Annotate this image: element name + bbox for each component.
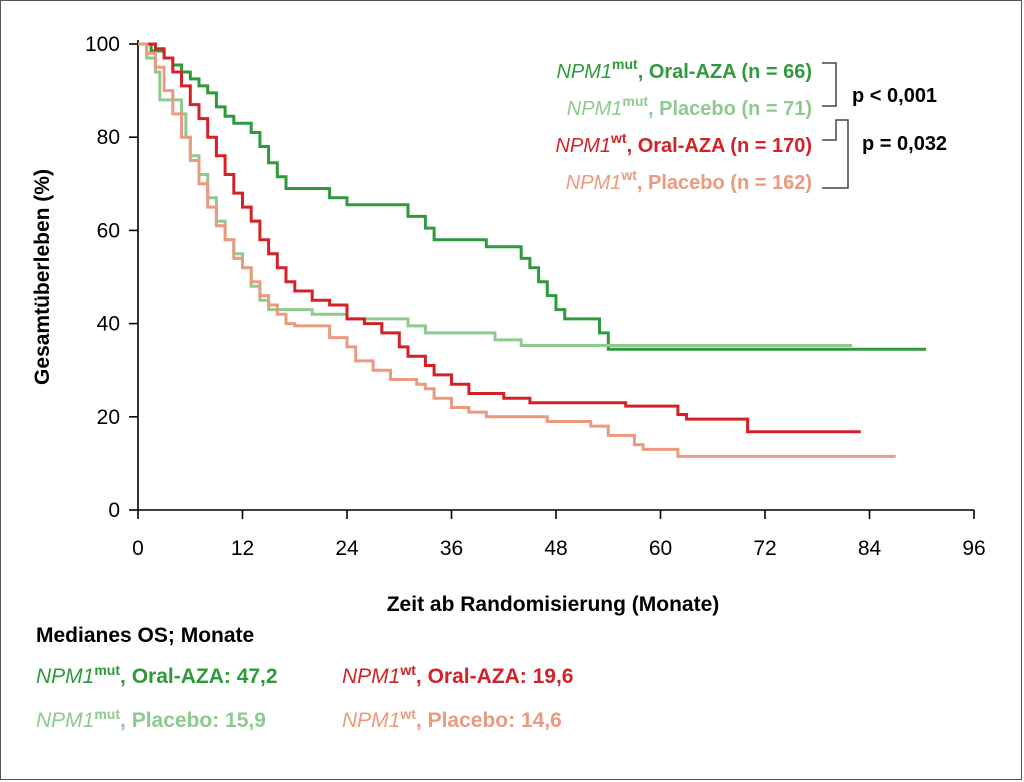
x-tick-label: 60 [649,537,672,560]
survival-curve [138,42,927,351]
legend-entry: NPM1wt, Oral-AZA (n = 170) [555,130,812,157]
legend-entry: NPM1wt, Placebo (n = 162) [566,167,812,194]
x-tick-label: 48 [544,537,567,560]
x-tick-label: 24 [335,537,359,560]
y-tick-label: 60 [97,219,120,242]
x-tick-label: 96 [962,537,985,560]
median-row-1: NPM1mut, Oral-AZA: 47,2 NPM1wt, Oral-AZA… [36,662,936,706]
survival-curve [138,42,853,347]
y-tick-label: 0 [108,499,120,522]
x-axis-title: Zeit ab Randomisierung (Monate) [387,593,720,616]
bracket-wt [822,119,849,189]
x-tick-label: 72 [753,537,776,560]
survival-curve [138,42,861,434]
bracket-mut [822,62,837,107]
median-os-summary: Medianes OS; Monate NPM1mut, Oral-AZA: 4… [36,624,936,750]
legend-entry: NPM1mut, Oral-AZA (n = 66) [556,56,812,83]
y-tick-label: 40 [97,313,120,336]
y-tick-label: 20 [97,406,120,429]
legend-entry: NPM1mut, Placebo (n = 71) [567,93,812,120]
survival-curves [138,42,927,458]
y-tick-label: 80 [97,126,120,149]
x-tick-label: 0 [132,537,144,560]
median-item: NPM1mut, Oral-AZA: 47,2 [36,662,278,688]
y-axis-title: Gesamtüberleben (%) [31,169,54,385]
median-row-2: NPM1mut, Placebo: 15,9 NPM1wt, Placebo: … [36,706,936,750]
x-tick-label: 36 [440,537,463,560]
median-item: NPM1mut, Placebo: 15,9 [36,706,266,732]
x-tick-label: 84 [858,537,882,560]
legend: NPM1mut, Oral-AZA (n = 66) NPM1mut, Place… [555,56,812,194]
axes: 0 12 24 36 48 60 72 84 96 0 20 40 60 80 100 [85,33,986,560]
survival-curve [138,42,896,458]
p-value-wt: p = 0,032 [862,133,947,155]
y-tick-label: 100 [85,33,120,56]
median-os-title: Medianes OS; Monate [36,624,255,647]
p-value-annotations: p < 0,001 p = 0,032 [822,62,947,189]
survival-chart: 0 12 24 36 48 60 72 84 96 0 20 40 60 80 100 NPM1mut, O… [31,33,986,616]
p-value-mut: p < 0,001 [852,85,937,107]
median-item: NPM1wt, Oral-AZA: 19,6 [342,662,574,688]
median-item: NPM1wt, Placebo: 14,6 [342,706,562,732]
x-tick-label: 12 [231,537,254,560]
